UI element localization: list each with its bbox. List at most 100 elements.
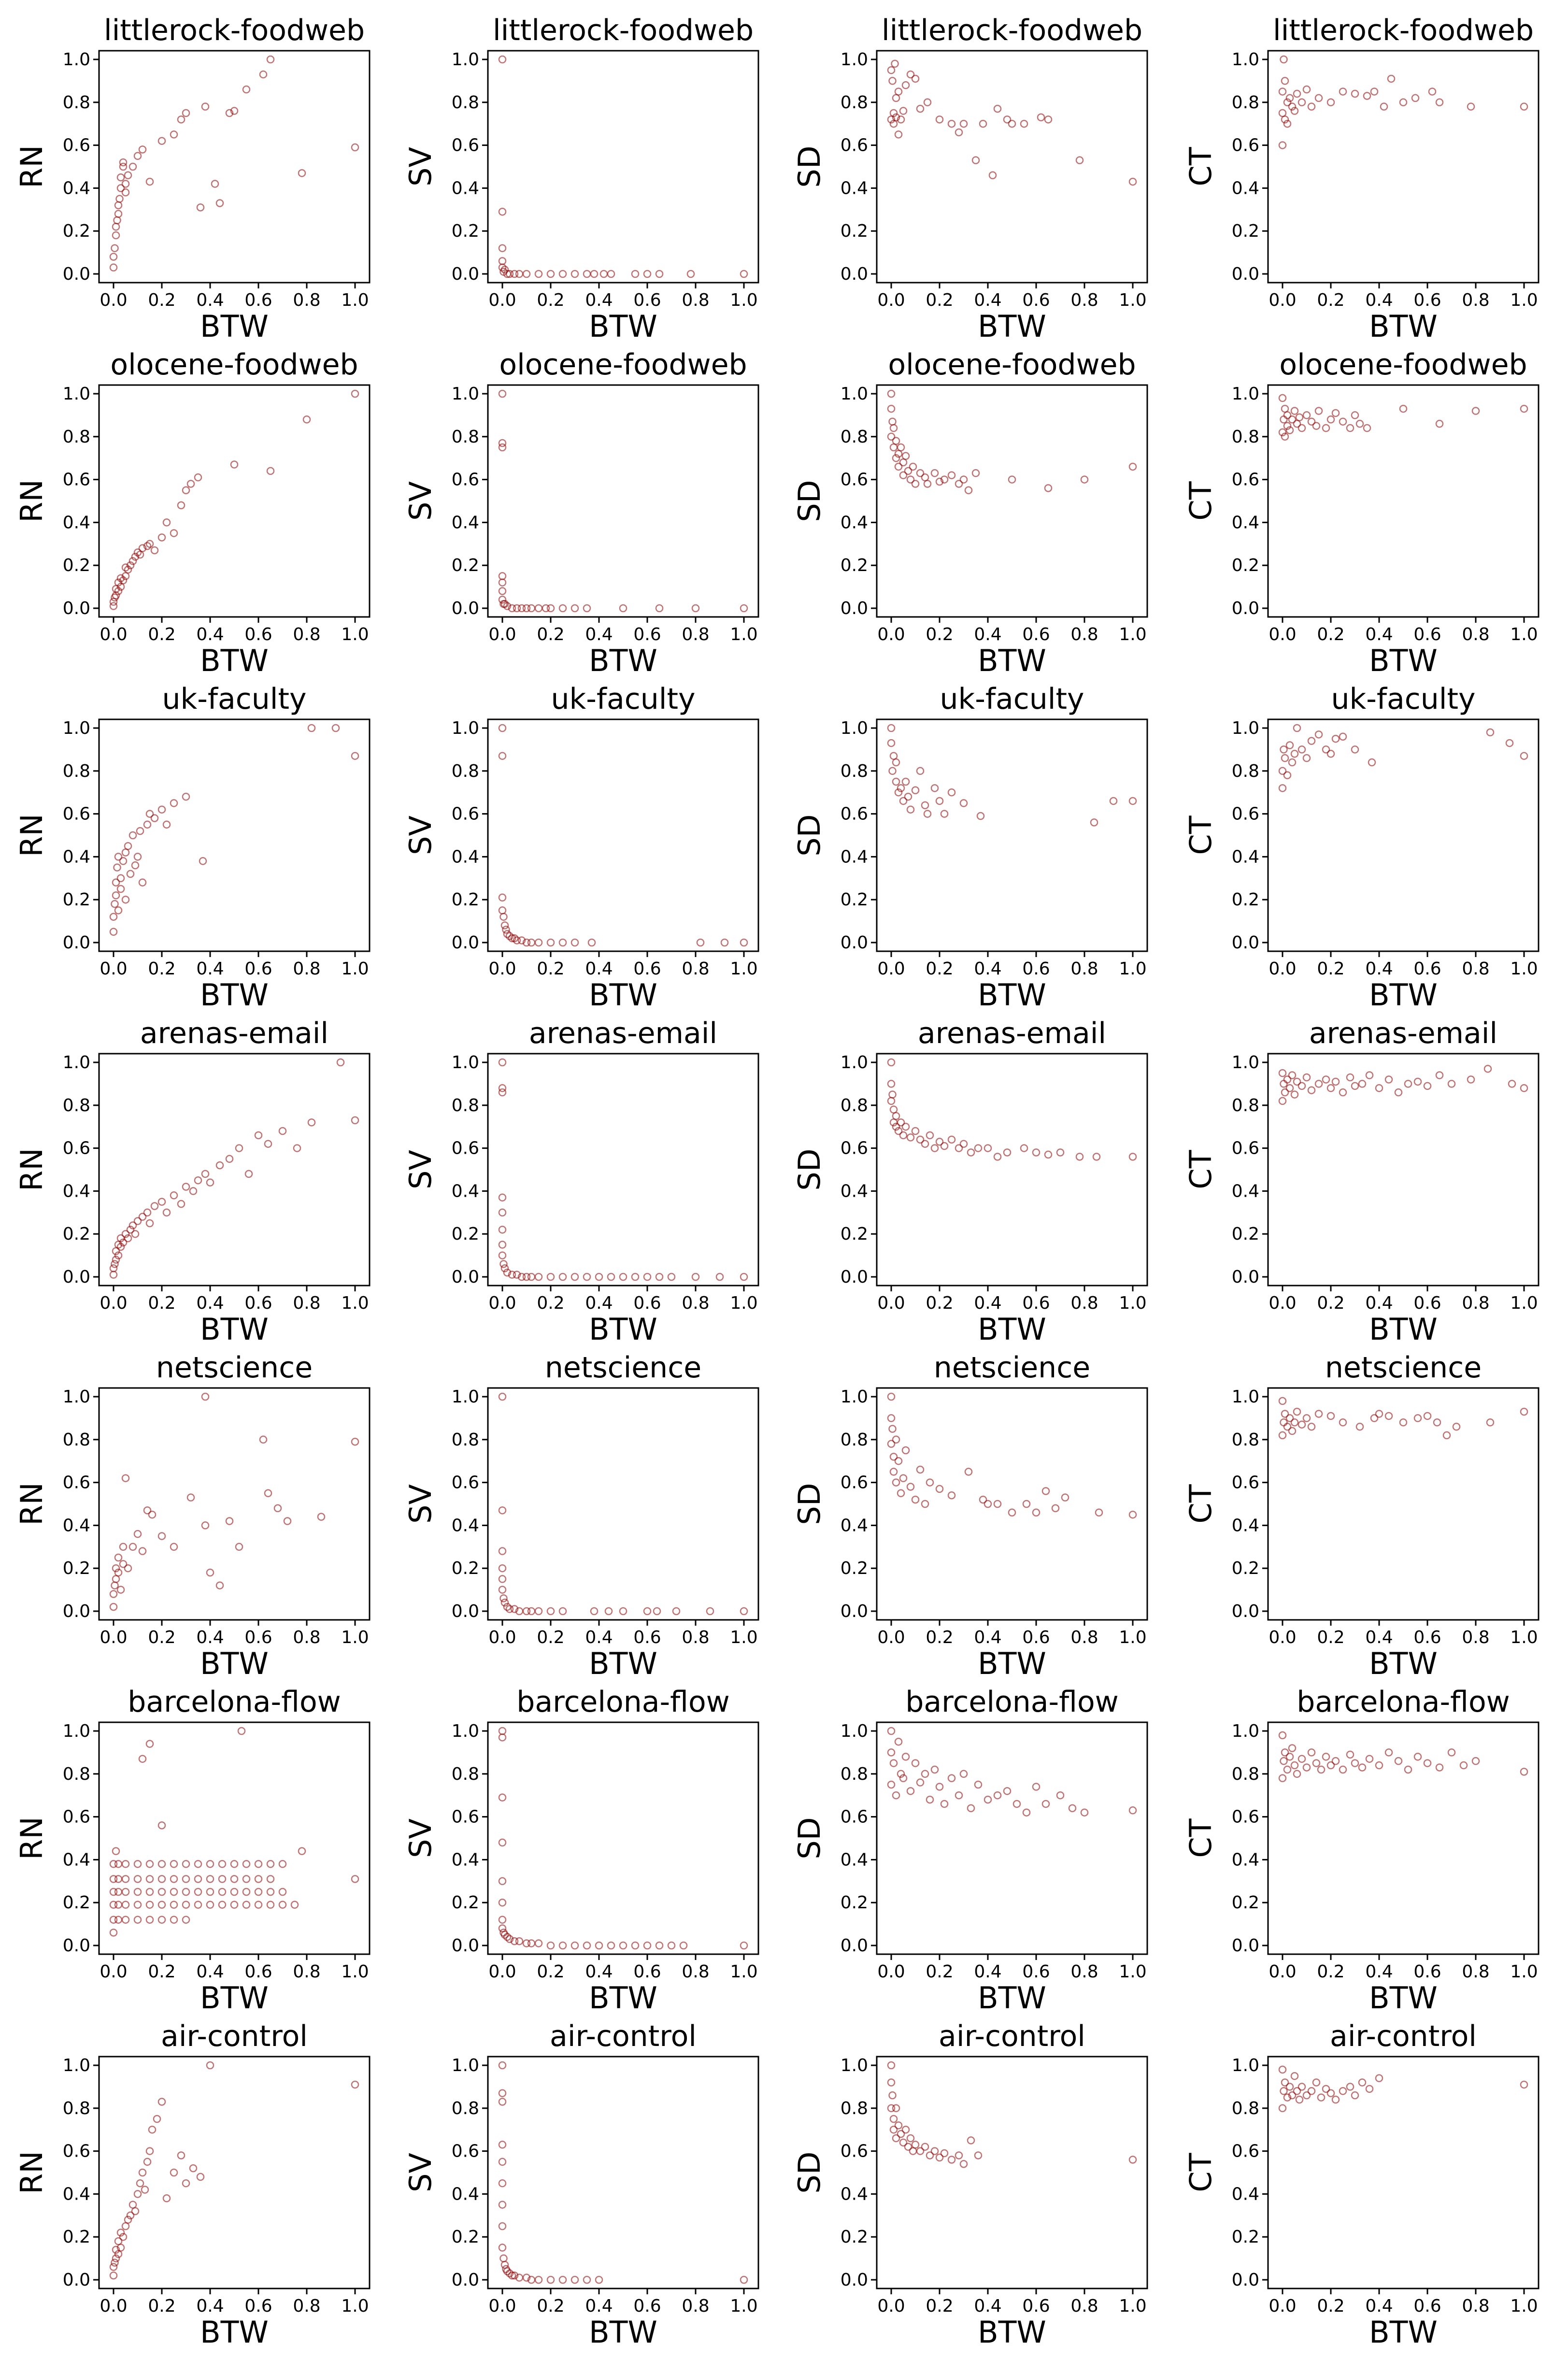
data-point: [911, 480, 920, 488]
x-tick-label: 0.2: [1317, 1293, 1344, 1313]
data-point: [150, 546, 159, 555]
data-point: [266, 1888, 275, 1896]
data-point: [170, 2168, 178, 2177]
data-point: [230, 1860, 239, 1868]
x-tick-label: 0.4: [585, 1293, 613, 1313]
data-point: [242, 1860, 251, 1868]
data-point: [1278, 394, 1287, 402]
x-tick-label: 0.0: [488, 1962, 516, 1982]
data-point: [1339, 87, 1347, 96]
y-tick-label: 0.8: [452, 761, 479, 781]
data-point: [522, 938, 531, 947]
data-point: [887, 1080, 896, 1088]
data-point: [351, 389, 359, 398]
panel-title: littlerock-foodweb: [104, 14, 365, 47]
y-tick-label: 0.8: [841, 93, 868, 113]
plot-frame: [1267, 384, 1539, 618]
data-point: [947, 2156, 956, 2164]
data-point: [1281, 1410, 1289, 1418]
data-point: [1288, 1071, 1297, 1079]
data-point: [1278, 87, 1287, 96]
data-point: [264, 1140, 272, 1148]
x-tick-label: 0.4: [974, 1293, 1001, 1313]
data-point: [498, 1924, 507, 1932]
x-axis-label: BTW: [1369, 2315, 1438, 2350]
data-point: [894, 788, 903, 797]
data-point: [947, 1135, 956, 1144]
data-point: [522, 1607, 531, 1616]
data-point: [1331, 1077, 1340, 1086]
data-point: [112, 223, 120, 231]
x-tick-label: 0.8: [682, 625, 709, 644]
data-point: [1370, 87, 1379, 96]
data-point: [979, 1495, 987, 1504]
data-point: [706, 1607, 714, 1616]
data-point: [1380, 102, 1388, 111]
y-tick-label: 0.8: [63, 1096, 90, 1116]
y-axis-label: SD: [792, 814, 827, 856]
data-point: [157, 1860, 166, 1868]
data-point: [947, 1774, 956, 1782]
x-tick-label: 0.8: [1070, 290, 1098, 310]
data-point: [1281, 754, 1289, 762]
x-tick-label: 0.8: [293, 959, 320, 979]
y-tick-label: 0.4: [841, 847, 868, 867]
data-point: [162, 2194, 171, 2203]
panel-title: arenas-email: [1309, 1016, 1497, 1050]
x-tick-label: 0.4: [196, 1962, 224, 1982]
data-point: [904, 467, 912, 475]
y-tick-label: 0.0: [452, 2270, 479, 2290]
data-point: [131, 2207, 140, 2216]
data-point: [926, 1131, 934, 1140]
data-point: [116, 885, 125, 893]
data-point: [136, 2179, 144, 2188]
data-point: [1128, 462, 1137, 471]
data-point: [1346, 424, 1354, 432]
data-point: [1075, 156, 1084, 164]
data-point: [894, 1127, 903, 1135]
y-tick-label: 0.8: [1232, 1430, 1259, 1450]
data-point: [1297, 1755, 1306, 1763]
data-point: [892, 94, 900, 102]
data-point: [498, 578, 507, 586]
data-point: [498, 207, 507, 216]
data-point: [157, 137, 166, 145]
data-point: [921, 801, 929, 810]
data-point: [503, 1268, 512, 1277]
data-point: [244, 1170, 253, 1178]
data-point: [655, 270, 664, 278]
y-tick-label: 1.0: [1232, 718, 1259, 738]
data-point: [498, 595, 507, 604]
x-tick-label: 0.0: [100, 959, 127, 979]
data-point: [1283, 422, 1292, 430]
data-point: [194, 1875, 202, 1883]
data-point: [138, 878, 147, 887]
data-point: [967, 1148, 975, 1157]
data-point: [1283, 1075, 1292, 1084]
data-point: [119, 158, 128, 167]
data-point: [1068, 1804, 1077, 1813]
y-axis-label: CT: [1183, 2152, 1218, 2192]
data-point: [976, 812, 985, 820]
plot-frame: [1267, 2056, 1539, 2289]
data-point: [230, 1875, 239, 1883]
data-point: [121, 1888, 130, 1896]
data-point: [498, 2222, 507, 2231]
data-point: [740, 2275, 748, 2284]
plot-frame: [487, 384, 759, 618]
x-tick-label: 0.4: [1365, 2296, 1393, 2316]
x-tick-label: 1.0: [341, 2296, 369, 2316]
data-point: [133, 853, 142, 861]
data-point: [116, 874, 125, 883]
y-tick-label: 0.2: [452, 890, 479, 910]
x-tick-label: 0.4: [585, 1962, 613, 1982]
data-point: [157, 2098, 166, 2106]
data-point: [215, 1581, 224, 1589]
y-tick-label: 0.2: [1232, 2227, 1259, 2247]
y-tick-label: 0.4: [452, 1850, 479, 1870]
data-point: [170, 1543, 178, 1551]
data-point: [1278, 1431, 1287, 1440]
data-point: [923, 810, 932, 818]
data-point: [254, 1131, 263, 1140]
data-point: [906, 805, 915, 814]
